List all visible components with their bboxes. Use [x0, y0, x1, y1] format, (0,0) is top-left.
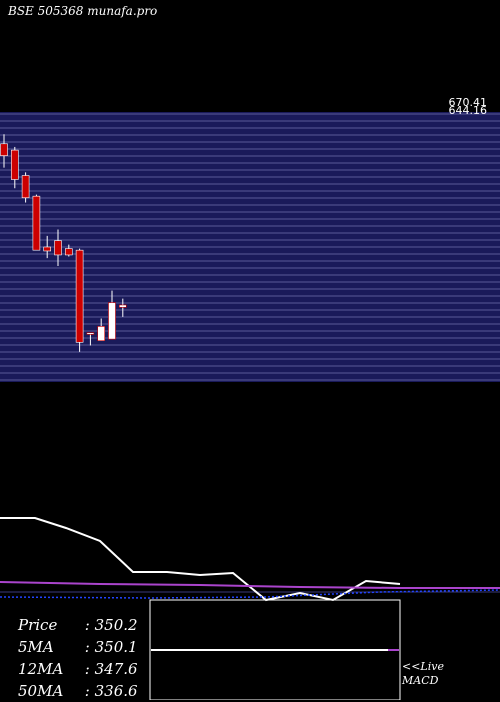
info-key-5ma: 5MA: [18, 638, 54, 656]
info-sep-12ma: :: [84, 660, 90, 678]
info-key-price: Price: [18, 616, 58, 634]
macd-label: MACD: [402, 674, 439, 687]
info-value-5ma: 350.1: [94, 638, 138, 656]
candle-body: [108, 302, 116, 340]
live-label: <<Live: [402, 660, 444, 673]
price-axis-label: 670.41: [449, 96, 488, 109]
indicator-line-blue: [0, 589, 500, 599]
candle-body: [65, 248, 73, 256]
price-axis-label: 644.16: [449, 104, 488, 117]
price-gridlines: [0, 113, 500, 381]
live-label-block: <<Live MACD: [402, 660, 444, 688]
chart-title: BSE 505368 munafa.pro: [8, 4, 158, 18]
candle-body: [21, 175, 30, 199]
info-sep-50ma: :: [84, 682, 90, 700]
candle-body: [75, 249, 84, 343]
candle-body: [0, 143, 8, 156]
info-panel: Price : 350.2 5MA : 350.1 12MA : 347.6 5…: [18, 614, 138, 702]
indicator-line-purple: [0, 581, 500, 589]
indicator-lines: [0, 517, 500, 602]
info-value-price: 350.2: [94, 616, 138, 634]
info-key-12ma: 12MA: [18, 660, 64, 678]
info-row-50ma: 50MA : 336.6: [18, 680, 138, 702]
info-value-50ma: 336.6: [94, 682, 138, 700]
candle-body: [32, 195, 41, 251]
info-row-price: Price : 350.2: [18, 614, 138, 636]
candle-body: [54, 240, 62, 256]
candle-body: [97, 326, 105, 342]
candle-body: [11, 149, 19, 180]
info-value-12ma: 347.6: [94, 660, 138, 678]
info-row-5ma: 5MA : 350.1: [18, 636, 138, 658]
info-sep-5ma: :: [84, 638, 90, 656]
candle-body: [86, 332, 95, 335]
info-row-12ma: 12MA : 347.6: [18, 658, 138, 680]
candle-body: [43, 246, 52, 252]
info-sep-price: :: [84, 616, 90, 634]
candle-body: [119, 304, 127, 308]
info-key-50ma: 50MA: [18, 682, 64, 700]
macd-box: [149, 599, 401, 700]
candlestick-series: [0, 134, 127, 352]
